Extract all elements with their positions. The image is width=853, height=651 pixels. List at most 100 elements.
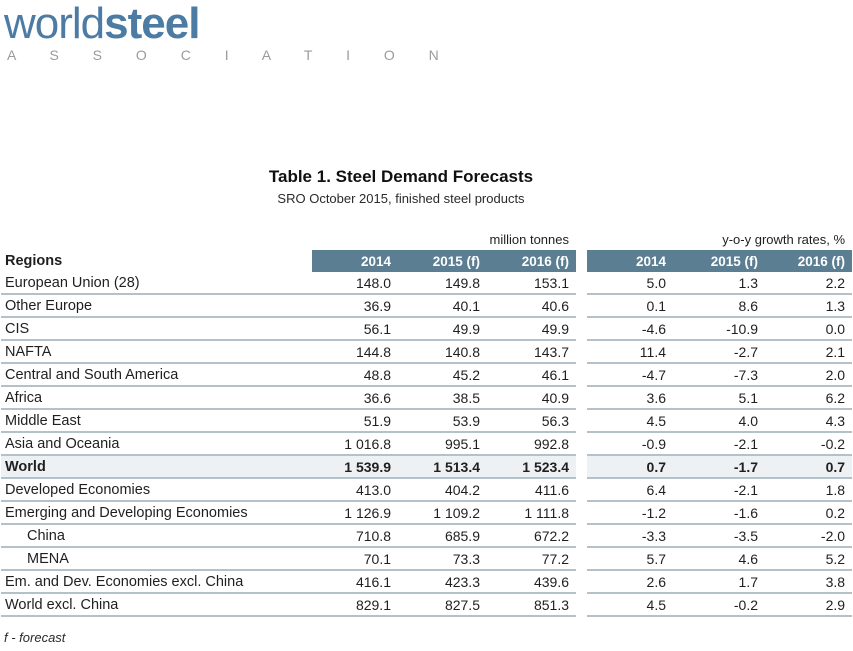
table-row: World excl. China 829.1 827.5 851.3 4.5 …: [1, 594, 852, 617]
growth-2015f-cell: -0.2: [673, 594, 765, 617]
table-row: Em. and Dev. Economies excl. China 416.1…: [1, 571, 852, 594]
col-header-growth-2015f: 2015 (f): [673, 250, 765, 272]
tonnes-2014-cell: 416.1: [312, 571, 398, 594]
growth-2014-cell: 0.7: [587, 456, 673, 479]
growth-2016f-cell: 2.9: [765, 594, 852, 617]
tonnes-2016f-cell: 46.1: [487, 364, 576, 387]
column-gap: [576, 548, 587, 571]
col-header-tonnes-2015f: 2015 (f): [398, 250, 487, 272]
region-name: Africa: [1, 387, 312, 410]
column-gap: [576, 594, 587, 617]
growth-2014-cell: -3.3: [587, 525, 673, 548]
growth-2016f-cell: -2.0: [765, 525, 852, 548]
logo-word-world: world: [4, 0, 104, 48]
column-gap: [576, 525, 587, 548]
region-name: MENA: [1, 548, 312, 571]
column-gap: [576, 456, 587, 479]
group-label-million-tonnes: million tonnes: [312, 226, 576, 250]
region-name: CIS: [1, 318, 312, 341]
column-gap: [576, 295, 587, 318]
region-name: Middle East: [1, 410, 312, 433]
tonnes-2016f-cell: 1 523.4: [487, 456, 576, 479]
col-header-growth-2016f: 2016 (f): [765, 250, 852, 272]
region-name: Em. and Dev. Economies excl. China: [1, 571, 312, 594]
column-gap: [576, 387, 587, 410]
tonnes-2015f-cell: 49.9: [398, 318, 487, 341]
table-row: Emerging and Developing Economies 1 126.…: [1, 502, 852, 525]
table-row: World 1 539.9 1 513.4 1 523.4 0.7 -1.7 0…: [1, 456, 852, 479]
tonnes-2015f-cell: 40.1: [398, 295, 487, 318]
region-name: Central and South America: [1, 364, 312, 387]
growth-2016f-cell: 5.2: [765, 548, 852, 571]
growth-2014-cell: 4.5: [587, 594, 673, 617]
tonnes-2014-cell: 48.8: [312, 364, 398, 387]
growth-2015f-cell: 5.1: [673, 387, 765, 410]
table-row: Central and South America 48.8 45.2 46.1…: [1, 364, 852, 387]
column-gap: [576, 433, 587, 456]
tonnes-2015f-cell: 995.1: [398, 433, 487, 456]
tonnes-2016f-cell: 411.6: [487, 479, 576, 502]
growth-2016f-cell: 4.3: [765, 410, 852, 433]
growth-2016f-cell: 2.1: [765, 341, 852, 364]
growth-2014-cell: 6.4: [587, 479, 673, 502]
table-row: Middle East 51.9 53.9 56.3 4.5 4.0 4.3: [1, 410, 852, 433]
growth-2016f-cell: 0.7: [765, 456, 852, 479]
table-row: China 710.8 685.9 672.2 -3.3 -3.5 -2.0: [1, 525, 852, 548]
regions-header: Regions: [1, 250, 312, 272]
table-row: Developed Economies 413.0 404.2 411.6 6.…: [1, 479, 852, 502]
table-row: CIS 56.1 49.9 49.9 -4.6 -10.9 0.0: [1, 318, 852, 341]
tonnes-2015f-cell: 140.8: [398, 341, 487, 364]
logo-wordmark: worldsteel: [4, 2, 454, 46]
logo-association-text: A S S O C I A T I O N: [7, 47, 454, 63]
tonnes-2016f-cell: 992.8: [487, 433, 576, 456]
tonnes-2015f-cell: 827.5: [398, 594, 487, 617]
region-name: Asia and Oceania: [1, 433, 312, 456]
region-name: World excl. China: [1, 594, 312, 617]
table-row: NAFTA 144.8 140.8 143.7 11.4 -2.7 2.1: [1, 341, 852, 364]
group-label-row: million tonnes y-o-y growth rates, %: [1, 226, 852, 250]
region-name: World: [1, 456, 312, 479]
col-header-tonnes-2016f: 2016 (f): [487, 250, 576, 272]
column-gap: [576, 226, 587, 250]
growth-2016f-cell: 6.2: [765, 387, 852, 410]
table-row: Africa 36.6 38.5 40.9 3.6 5.1 6.2: [1, 387, 852, 410]
growth-2014-cell: -0.9: [587, 433, 673, 456]
growth-2015f-cell: -2.7: [673, 341, 765, 364]
group-label-spacer: [1, 226, 312, 250]
growth-2015f-cell: -7.3: [673, 364, 765, 387]
tonnes-2014-cell: 148.0: [312, 272, 398, 295]
growth-2015f-cell: 1.3: [673, 272, 765, 295]
growth-2016f-cell: 1.8: [765, 479, 852, 502]
growth-2016f-cell: 0.0: [765, 318, 852, 341]
column-gap: [576, 479, 587, 502]
growth-2015f-cell: -1.7: [673, 456, 765, 479]
logo-word-steel: steel: [104, 0, 199, 48]
region-name: China: [1, 525, 312, 548]
growth-2014-cell: 2.6: [587, 571, 673, 594]
growth-2014-cell: -4.7: [587, 364, 673, 387]
growth-2014-cell: 11.4: [587, 341, 673, 364]
growth-2016f-cell: 2.0: [765, 364, 852, 387]
region-name: European Union (28): [1, 272, 312, 295]
growth-2014-cell: -4.6: [587, 318, 673, 341]
tonnes-2016f-cell: 439.6: [487, 571, 576, 594]
growth-2015f-cell: -3.5: [673, 525, 765, 548]
region-name: NAFTA: [1, 341, 312, 364]
column-gap: [576, 250, 587, 272]
worldsteel-logo: worldsteel A S S O C I A T I O N: [4, 2, 454, 63]
tonnes-2014-cell: 36.9: [312, 295, 398, 318]
tonnes-2015f-cell: 53.9: [398, 410, 487, 433]
growth-2015f-cell: 4.6: [673, 548, 765, 571]
column-gap: [576, 364, 587, 387]
tonnes-2014-cell: 1 126.9: [312, 502, 398, 525]
region-name: Developed Economies: [1, 479, 312, 502]
growth-2015f-cell: 8.6: [673, 295, 765, 318]
tonnes-2015f-cell: 149.8: [398, 272, 487, 295]
table-row: Other Europe 36.9 40.1 40.6 0.1 8.6 1.3: [1, 295, 852, 318]
tonnes-2014-cell: 1 539.9: [312, 456, 398, 479]
growth-2014-cell: 0.1: [587, 295, 673, 318]
forecast-footnote: f - forecast: [4, 630, 65, 645]
growth-2014-cell: 4.5: [587, 410, 673, 433]
growth-2015f-cell: -2.1: [673, 479, 765, 502]
region-name: Other Europe: [1, 295, 312, 318]
